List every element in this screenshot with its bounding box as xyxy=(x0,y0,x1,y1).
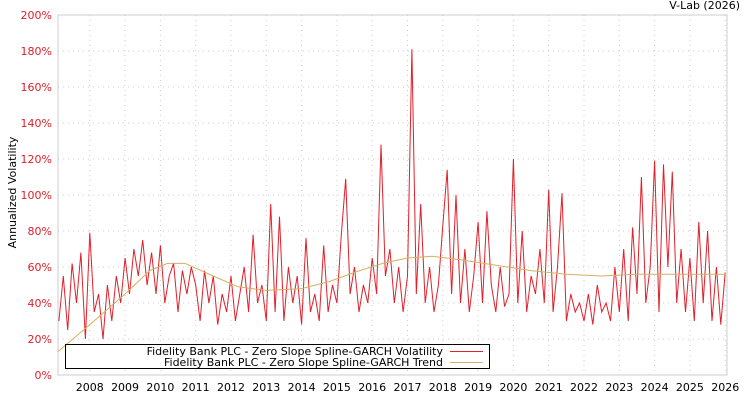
x-tick-label: 2013 xyxy=(252,381,280,394)
y-tick-label: 0% xyxy=(35,369,52,382)
x-tick-label: 2019 xyxy=(464,381,492,394)
legend-item-volatility: Fidelity Bank PLC - Zero Slope Spline-GA… xyxy=(147,345,483,358)
legend-label-volatility: Fidelity Bank PLC - Zero Slope Spline-GA… xyxy=(146,345,443,358)
y-tick-label: 60% xyxy=(28,261,52,274)
y-tick-label: 200% xyxy=(21,9,52,22)
x-tick-label: 2025 xyxy=(676,381,704,394)
y-tick-label: 140% xyxy=(21,117,52,130)
y-tick-label: 180% xyxy=(21,45,52,58)
y-axis-label: Annualized Volatility xyxy=(6,136,19,249)
volatility-line xyxy=(58,49,726,340)
vlab-credit: V-Lab (2026) xyxy=(669,0,740,12)
legend-swatch-trend xyxy=(450,362,483,363)
x-tick-label: 2024 xyxy=(641,381,669,394)
x-tick-label: 2021 xyxy=(535,381,563,394)
y-tick-label: 160% xyxy=(21,81,52,94)
x-tick-label: 2017 xyxy=(394,381,422,394)
y-tick-label: 20% xyxy=(28,333,52,346)
y-tick-label: 100% xyxy=(21,189,52,202)
x-tick-label: 2014 xyxy=(288,381,316,394)
x-tick-label: 2008 xyxy=(76,381,104,394)
x-tick-label: 2012 xyxy=(217,381,245,394)
legend-label-trend: Fidelity Bank PLC - Zero Slope Spline-GA… xyxy=(163,356,443,369)
y-tick-label: 120% xyxy=(21,153,52,166)
x-tick-label: 2011 xyxy=(182,381,210,394)
legend-item-trend: Fidelity Bank PLC - Zero Slope Spline-GA… xyxy=(164,356,483,369)
x-tick-label: 2023 xyxy=(605,381,633,394)
x-tick-label: 2010 xyxy=(146,381,174,394)
legend-swatch-volatility xyxy=(450,351,483,352)
x-tick-label: 2026 xyxy=(711,381,739,394)
y-tick-label: 40% xyxy=(28,297,52,310)
x-tick-label: 2015 xyxy=(323,381,351,394)
plot-frame xyxy=(57,14,728,376)
x-tick-label: 2016 xyxy=(358,381,386,394)
x-tick-label: 2009 xyxy=(111,381,139,394)
y-tick-label: 80% xyxy=(28,225,52,238)
x-tick-label: 2022 xyxy=(570,381,598,394)
trend-line xyxy=(57,255,726,352)
x-tick-label: 2018 xyxy=(429,381,457,394)
x-tick-label: 2020 xyxy=(499,381,527,394)
legend: Fidelity Bank PLC - Zero Slope Spline-GA… xyxy=(65,344,490,369)
